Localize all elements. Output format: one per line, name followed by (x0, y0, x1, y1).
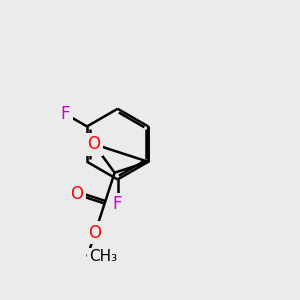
Text: F: F (113, 196, 122, 214)
Text: F: F (61, 105, 70, 123)
Text: O: O (88, 224, 101, 242)
Text: O: O (87, 135, 100, 153)
Text: O: O (70, 185, 83, 203)
Text: CH₃: CH₃ (89, 249, 117, 264)
